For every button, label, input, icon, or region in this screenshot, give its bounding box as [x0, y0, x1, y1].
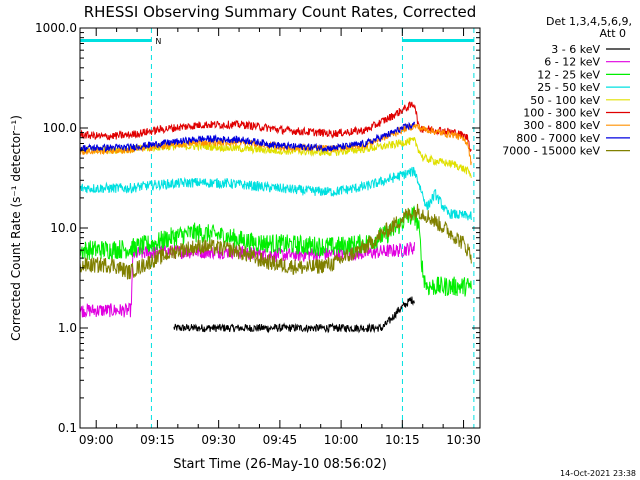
y-tick-label: 100.0: [43, 121, 77, 135]
night-bar: [402, 39, 474, 42]
night-marker-label: N: [155, 37, 161, 46]
y-tick-label: 10.0: [50, 221, 77, 235]
x-tick-label: 10:30: [446, 433, 481, 447]
legend-entry-label: 100 - 300 keV: [523, 107, 600, 120]
series-line: [173, 296, 415, 334]
chart-title: RHESSI Observing Summary Count Rates, Co…: [84, 3, 477, 21]
axes: 0.1 1.0 10.0 100.0 1000.0 09:00 09:15 09:30 09:4…: [35, 21, 481, 447]
y-tick-label: 1000.0: [35, 21, 77, 35]
legend-entry-label: 300 - 800 keV: [523, 119, 600, 132]
legend-entry-label: 50 - 100 keV: [530, 94, 600, 107]
legend-entry-label: 12 - 25 keV: [537, 68, 600, 81]
legend-entry-label: 25 - 50 keV: [537, 81, 600, 94]
night-bar: [80, 39, 152, 42]
x-tick-label: 09:45: [263, 433, 298, 447]
x-tick-label: 10:15: [385, 433, 420, 447]
series-line: [79, 121, 415, 153]
x-tick-label: 09:00: [79, 433, 114, 447]
y-axis-label: Corrected Count Rate (s⁻¹ detector⁻¹): [9, 115, 23, 341]
x-tick-label: 10:00: [324, 433, 359, 447]
legend-entry-label: 800 - 7000 keV: [516, 132, 600, 145]
plot-content: N: [79, 28, 475, 428]
x-tick-label: 09:15: [140, 433, 175, 447]
plot-frame: [79, 27, 481, 429]
legend-entry-label: 6 - 12 keV: [544, 56, 600, 69]
legend-entry-label: 3 - 6 keV: [551, 43, 600, 56]
series-line: [79, 166, 472, 221]
series-line: [79, 203, 472, 280]
x-axis-label: Start Time (26-May-10 08:56:02): [173, 457, 387, 472]
y-tick-label: 0.1: [58, 421, 77, 435]
x-tick-label: 09:30: [201, 433, 236, 447]
legend-header: Det 1,3,4,5,6,9,: [546, 15, 632, 28]
footer-timestamp: 14-Oct-2021 23:38: [560, 469, 636, 478]
legend-header: Att 0: [600, 27, 626, 40]
legend-entry-label: 7000 - 15000 keV: [502, 145, 600, 158]
series-line: [79, 101, 472, 152]
y-tick-label: 1.0: [58, 321, 77, 335]
